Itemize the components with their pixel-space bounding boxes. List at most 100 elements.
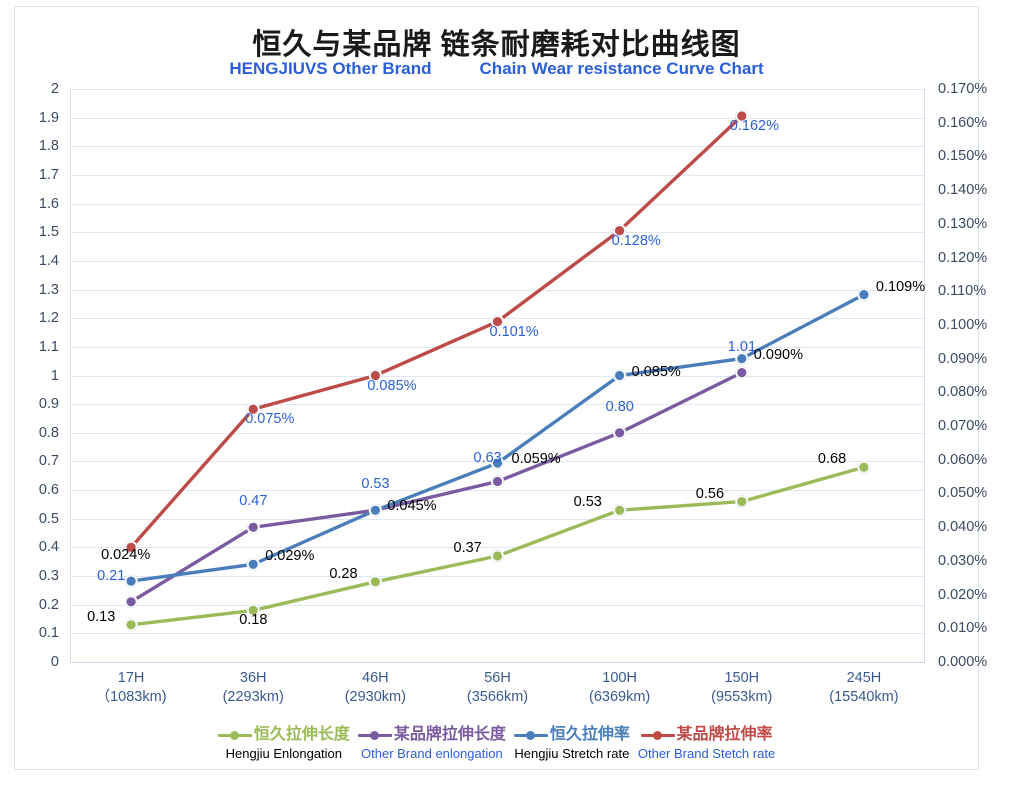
y-axis-left-label: 0 (50, 654, 59, 670)
data-point[interactable] (615, 370, 625, 381)
series-line (129, 114, 744, 550)
x-axis-tick-sublabel: (6369km) (589, 689, 651, 705)
legend-label-cn: 恒久拉伸长度 (253, 726, 350, 743)
x-axis-tick-sublabel: (2930km) (344, 689, 406, 705)
y-axis-right-label: 0.000% (938, 654, 988, 670)
data-point[interactable] (492, 551, 503, 561)
gridline (70, 604, 925, 606)
y-axis-right-label: 0.140% (938, 182, 988, 199)
y-axis-right-label: 0.060% (938, 451, 988, 468)
legend-label-en: Other Brand Stetch rate (637, 746, 776, 761)
y-axis-right-label: 0.160% (938, 114, 988, 131)
x-axis-tick-sublabel: （1083km) (95, 689, 167, 705)
data-point[interactable] (248, 522, 258, 532)
y-axis-left-label: 0.8 (38, 424, 59, 441)
y-axis-left-label: 1.9 (38, 109, 59, 126)
y-axis-right-label: 0.010% (938, 620, 988, 637)
data-point-label: 0.18 (239, 612, 268, 629)
legend-label-cn-row: 某品牌拉伸长度 (357, 725, 506, 745)
data-point[interactable] (615, 505, 625, 515)
y-axis-right-label: 0.040% (938, 519, 988, 536)
gridline (70, 547, 925, 549)
data-point-label: 0.029% (265, 548, 315, 565)
legend-item[interactable]: 恒久拉伸长度 Hengjiu Enlongation (217, 725, 350, 763)
y-axis-right-label: 0.070% (938, 418, 988, 435)
data-point[interactable] (859, 462, 869, 472)
x-axis-tick: 46H (2930km) (314, 669, 436, 707)
gridline (70, 432, 925, 434)
data-point[interactable] (859, 290, 869, 300)
x-axis-tick-label: 150H (724, 670, 760, 686)
legend-marker-icon (357, 730, 392, 741)
data-point[interactable] (370, 370, 380, 381)
legend-item[interactable]: 恒久拉伸率 Hengjiu Stretch rate (513, 725, 630, 763)
data-point-label: 0.80 (605, 398, 634, 415)
y-axis-left-label: 1.1 (38, 338, 59, 355)
y-axis-left-label: 1.7 (38, 166, 59, 183)
data-point[interactable] (737, 354, 747, 364)
legend-label-cn: 某品牌拉伸长度 (393, 726, 506, 743)
gridline (70, 662, 925, 663)
data-point[interactable] (492, 317, 503, 327)
data-point[interactable] (126, 576, 136, 586)
chart-title: 恒久与某品牌 链条耐磨耗对比曲线图 (252, 29, 741, 61)
data-point-label: 0.109% (875, 278, 926, 295)
gridline (70, 117, 925, 119)
series-lines (124, 109, 871, 632)
y-axis-right-label: 0.080% (938, 384, 988, 401)
legend-marker-icon (640, 730, 675, 741)
y-axis-left-label: 1.6 (38, 195, 59, 212)
data-point-label: 0.47 (239, 493, 268, 510)
data-point[interactable] (737, 368, 747, 378)
legend-marker-icon (513, 730, 548, 741)
y-axis-right-label: 0.150% (938, 148, 988, 165)
plot-area: 2 1.9 1.8 1.7 1.6 1.5 1.4 1.3 1.2 1.1 1 0.9 0.8 0.7 0.… (39, 82, 987, 669)
data-point-label: 0.68 (817, 451, 847, 468)
data-point[interactable] (248, 605, 258, 616)
gridline (70, 375, 925, 377)
data-point[interactable] (126, 620, 136, 630)
data-point-label: 0.63 (473, 449, 502, 466)
data-point-label: 0.37 (453, 539, 482, 556)
x-axis-tick: 17H （1083km) (70, 669, 192, 707)
data-point-label: 0.162% (729, 117, 779, 134)
data-point[interactable] (248, 559, 258, 569)
legend-label-cn-row: 恒久拉伸率 (513, 725, 630, 745)
y-axis-right-label: 0.100% (938, 316, 988, 333)
y-axis-left-label: 1.8 (38, 138, 59, 155)
data-point[interactable] (126, 542, 136, 552)
legend-label-cn-row: 某品牌拉伸率 (638, 725, 775, 745)
legend-label-en: Other Brand enlongation (361, 746, 503, 761)
gridline (70, 633, 925, 635)
legend-item[interactable]: 某品牌拉伸率 Other Brand Stetch rate (638, 725, 775, 763)
legend-marker-icon (217, 730, 252, 741)
x-axis-tick: 150H (9553km) (681, 669, 803, 707)
gridline (70, 232, 925, 234)
data-point[interactable] (370, 577, 380, 587)
data-point[interactable] (737, 111, 747, 121)
chart-frame: 恒久与某品牌 链条耐磨耗对比曲线图 HENGJIUVS Other Brand C… (14, 6, 987, 770)
data-point-label: 0.045% (387, 498, 437, 515)
y-axis-right-label: 0.030% (938, 552, 988, 569)
data-point[interactable] (126, 597, 136, 607)
legend-item[interactable]: 某品牌拉伸长度 Other Brand enlongation (357, 725, 506, 763)
gridline (70, 203, 925, 205)
data-point[interactable] (492, 458, 503, 468)
legend-label-cn: 某品牌拉伸率 (676, 726, 773, 743)
data-point[interactable] (615, 226, 625, 236)
x-axis-tick-label: 245H (846, 670, 882, 686)
y-axis-left-label: 1.2 (38, 310, 59, 327)
gridline (70, 289, 925, 291)
gridline (70, 490, 925, 492)
data-point-label: 0.56 (695, 485, 725, 502)
data-point[interactable] (737, 497, 747, 507)
data-point[interactable] (248, 404, 258, 414)
gridline (70, 346, 925, 348)
data-point[interactable] (370, 505, 380, 515)
y-axis-left-label: 0.1 (38, 625, 59, 642)
series-line (129, 370, 744, 604)
data-point[interactable] (492, 476, 503, 487)
x-axis-tick-label: 100H (602, 670, 637, 686)
x-axis-tick-label: 56H (484, 670, 511, 686)
data-point[interactable] (615, 428, 625, 438)
